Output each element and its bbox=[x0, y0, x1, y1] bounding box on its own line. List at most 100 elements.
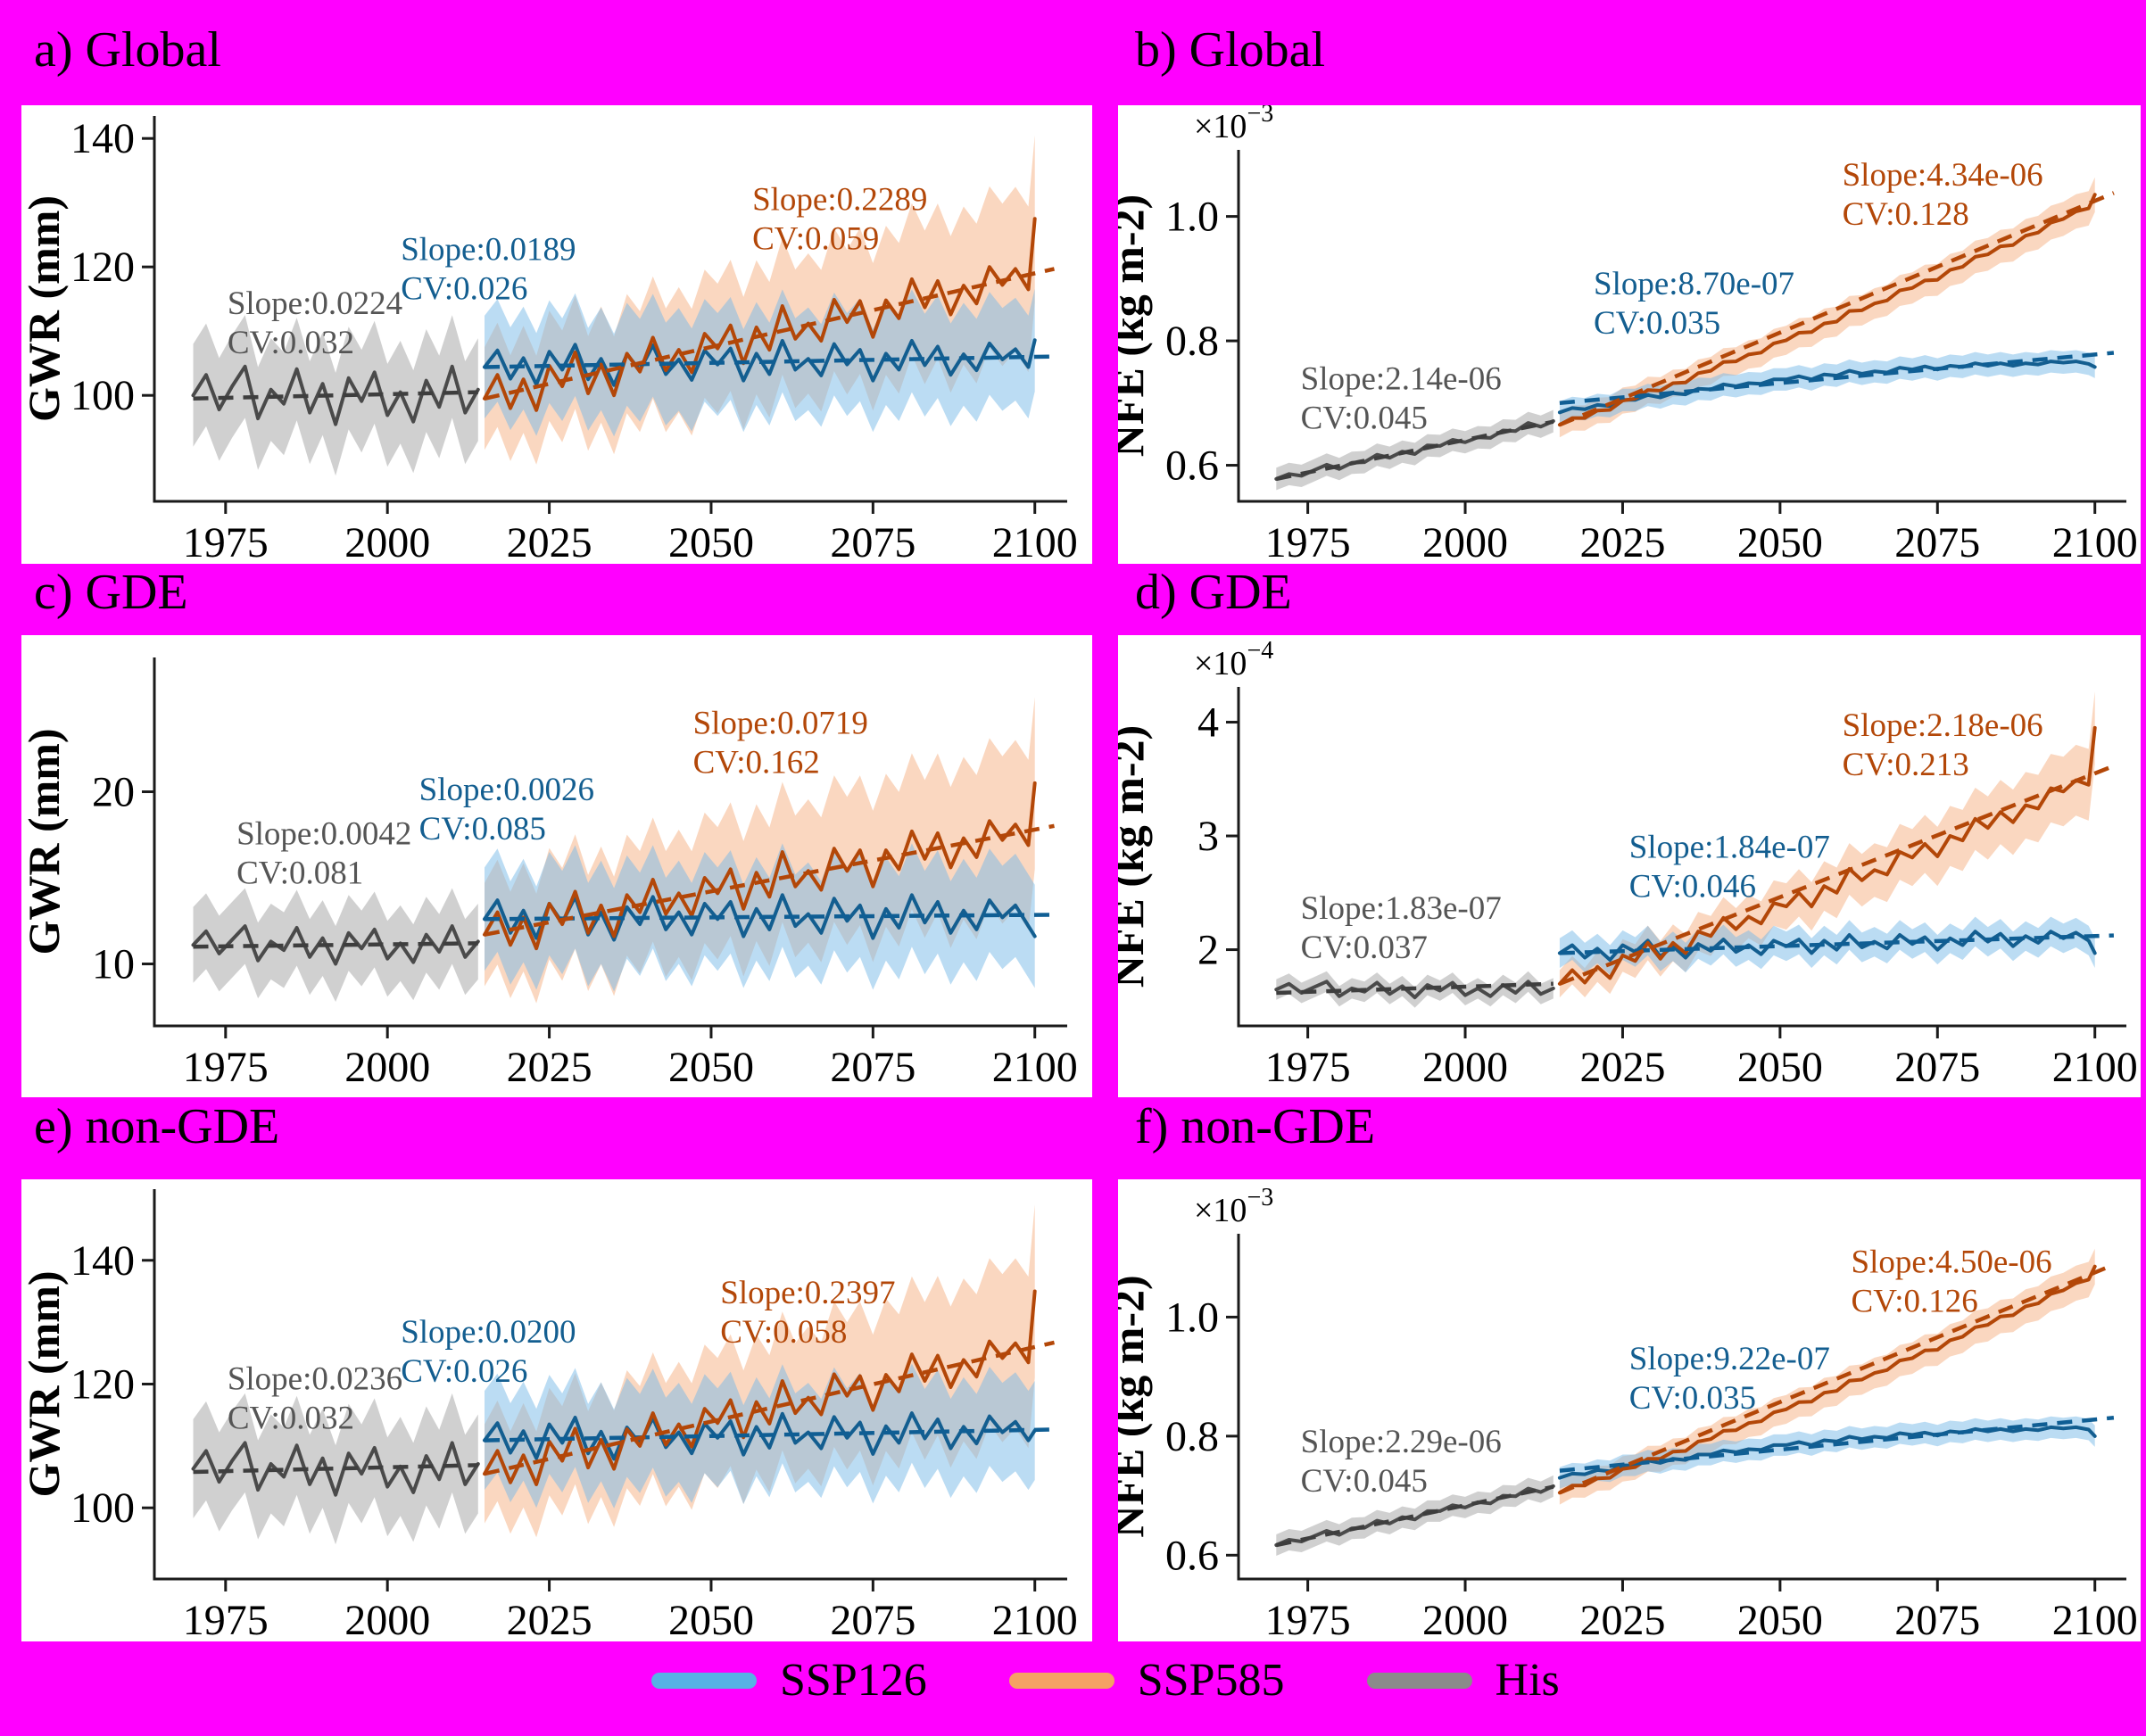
legend-item-his: His bbox=[1366, 1654, 1560, 1707]
x-tick-label: 2050 bbox=[1737, 519, 1823, 564]
trend-his bbox=[1276, 981, 1554, 996]
x-tick-label: 1975 bbox=[183, 1597, 269, 1641]
x-tick-label: 1975 bbox=[1265, 1044, 1351, 1091]
y-tick-label: 140 bbox=[70, 115, 135, 162]
panel-c-chart: 1975 2000 2025 2050 2075 2100 10 20 GWR (mm) Slop… bbox=[21, 657, 1078, 1091]
trend-ssp126 bbox=[484, 354, 1055, 369]
y-axis-label: GWR (mm) bbox=[21, 195, 69, 422]
x-tick-label: 2050 bbox=[668, 1597, 754, 1641]
annotation-his: Slope:0.0224 CV:0.032 bbox=[228, 285, 402, 361]
panel-title-e: e) non-GDE bbox=[34, 1099, 280, 1154]
x-tick-label: 2100 bbox=[992, 1597, 1078, 1641]
trend-ssp585 bbox=[484, 823, 1055, 937]
y-axis-exponent: ×10−3 bbox=[1194, 1184, 1273, 1229]
panel-title-b: b) Global bbox=[1135, 22, 1326, 78]
line-his bbox=[191, 364, 480, 426]
x-tick-label: 2000 bbox=[344, 1044, 430, 1091]
x-tick-label: 2025 bbox=[507, 1044, 592, 1091]
line-his bbox=[191, 1441, 480, 1497]
trend-his bbox=[1275, 419, 1554, 482]
y-axis-label: GWR (mm) bbox=[21, 1270, 69, 1497]
trend-his bbox=[193, 941, 478, 949]
x-tick-label: 2075 bbox=[1894, 519, 1980, 564]
trend-his bbox=[1275, 1484, 1554, 1548]
y-tick-label: 100 bbox=[70, 372, 135, 419]
annotation-his: Slope:2.14e-06 CV:0.045 bbox=[1301, 360, 1502, 436]
annotation-his: Slope:0.0042 CV:0.081 bbox=[236, 816, 411, 892]
x-tick-label: 2075 bbox=[830, 1597, 916, 1641]
annotation-ssp126: Slope:1.84e-07 CV:0.046 bbox=[1629, 830, 1830, 905]
x-tick-label: 2000 bbox=[1422, 519, 1508, 564]
axes-spines bbox=[153, 657, 1067, 1028]
band-his bbox=[1276, 409, 1554, 491]
annotation-ssp585: Slope:0.2289 CV:0.059 bbox=[752, 181, 927, 257]
annotation-ssp126: Slope:0.0200 CV:0.026 bbox=[401, 1314, 576, 1390]
x-tick-label: 2050 bbox=[668, 519, 754, 564]
y-tick-label: 3 bbox=[1197, 813, 1219, 860]
annotation-ssp585: Slope:4.34e-06 CV:0.128 bbox=[1843, 157, 2043, 233]
band-ssp585 bbox=[1559, 1248, 2095, 1505]
panel-f-chart: 1975 2000 2025 2050 2075 2100 0.6 0.8 1.0 ×10−3 NF… bbox=[1118, 1184, 2138, 1641]
line-his bbox=[1274, 980, 1555, 1000]
line-ssp585 bbox=[483, 217, 1037, 412]
trend-ssp585 bbox=[1559, 191, 2115, 427]
x-tick-label: 2025 bbox=[1579, 1597, 1665, 1641]
band-his bbox=[193, 315, 478, 476]
trend-ssp585 bbox=[484, 267, 1055, 401]
axes-spines bbox=[1237, 1234, 2126, 1581]
axes-spines bbox=[1237, 150, 2126, 503]
band-ssp126 bbox=[1559, 1416, 2095, 1489]
line-ssp126 bbox=[1557, 360, 2097, 415]
y-tick-label: 1.0 bbox=[1165, 1294, 1219, 1341]
y-tick-label: 120 bbox=[70, 1361, 135, 1409]
x-tick-label: 2100 bbox=[992, 519, 1078, 564]
panel-b: 1975 2000 2025 2050 2075 2100 0.6 0.8 1.0 ×10−3 NF… bbox=[1118, 105, 2141, 564]
y-axis-label: NFE (kg m-2) bbox=[1118, 725, 1153, 988]
trend-ssp126 bbox=[484, 913, 1055, 922]
x-tick-label: 1975 bbox=[183, 519, 269, 564]
y-tick-label: 10 bbox=[92, 941, 135, 988]
trend-ssp126 bbox=[1559, 933, 2114, 955]
x-tick-label: 2050 bbox=[668, 1044, 754, 1091]
line-his bbox=[191, 924, 480, 966]
x-tick-label: 1975 bbox=[183, 1044, 269, 1091]
annotation-ssp585: Slope:2.18e-06 CV:0.213 bbox=[1843, 707, 2043, 783]
annotation-ssp126: Slope:8.70e-07 CV:0.035 bbox=[1594, 266, 1794, 342]
panel-title-f: f) non-GDE bbox=[1135, 1099, 1376, 1154]
panel-title-d: d) GDE bbox=[1135, 565, 1292, 620]
panel-e: 1975 2000 2025 2050 2075 2100 100 120 140 GWR (mm… bbox=[21, 1179, 1092, 1641]
y-tick-label: 0.6 bbox=[1165, 1532, 1219, 1579]
y-tick-label: 120 bbox=[70, 244, 135, 291]
trend-ssp126 bbox=[1559, 1415, 2115, 1473]
axes-spines bbox=[1237, 687, 2126, 1028]
y-tick-label: 0.6 bbox=[1165, 442, 1219, 490]
line-ssp126 bbox=[1557, 1425, 2097, 1480]
y-axis-label: NFE (kg m-2) bbox=[1118, 194, 1153, 457]
band-his bbox=[193, 888, 478, 1002]
band-his bbox=[193, 1393, 478, 1545]
legend-swatch-his bbox=[1366, 1672, 1472, 1689]
panel-d-chart: 1975 2000 2025 2050 2075 2100 2 3 4 ×10−4 NFE (kg … bbox=[1118, 637, 2138, 1091]
x-tick-label: 2100 bbox=[2052, 1044, 2138, 1091]
line-ssp585 bbox=[1557, 193, 2097, 427]
line-ssp126 bbox=[483, 1411, 1037, 1461]
x-tick-label: 1975 bbox=[1265, 519, 1351, 564]
x-tick-label: 2075 bbox=[830, 1044, 916, 1091]
x-tick-label: 1975 bbox=[1265, 1597, 1351, 1641]
x-tick-label: 2025 bbox=[1579, 519, 1665, 564]
annotation-his: Slope:1.83e-07 CV:0.037 bbox=[1301, 890, 1502, 966]
axes-spines bbox=[153, 116, 1067, 503]
y-tick-label: 2 bbox=[1197, 927, 1219, 974]
annotation-ssp585: Slope:0.0719 CV:0.162 bbox=[693, 706, 868, 781]
y-tick-label: 4 bbox=[1197, 699, 1219, 747]
x-tick-label: 2100 bbox=[992, 1044, 1078, 1091]
y-axis-exponent: ×10−4 bbox=[1194, 637, 1273, 682]
y-tick-label: 100 bbox=[70, 1484, 135, 1532]
legend: SSP126 SSP585 His bbox=[651, 1654, 1560, 1707]
x-tick-label: 2075 bbox=[1894, 1597, 1980, 1641]
legend-label-ssp585: SSP585 bbox=[1137, 1655, 1285, 1706]
annotation-ssp126: Slope:0.0026 CV:0.085 bbox=[419, 772, 594, 847]
x-tick-label: 2050 bbox=[1737, 1044, 1823, 1091]
